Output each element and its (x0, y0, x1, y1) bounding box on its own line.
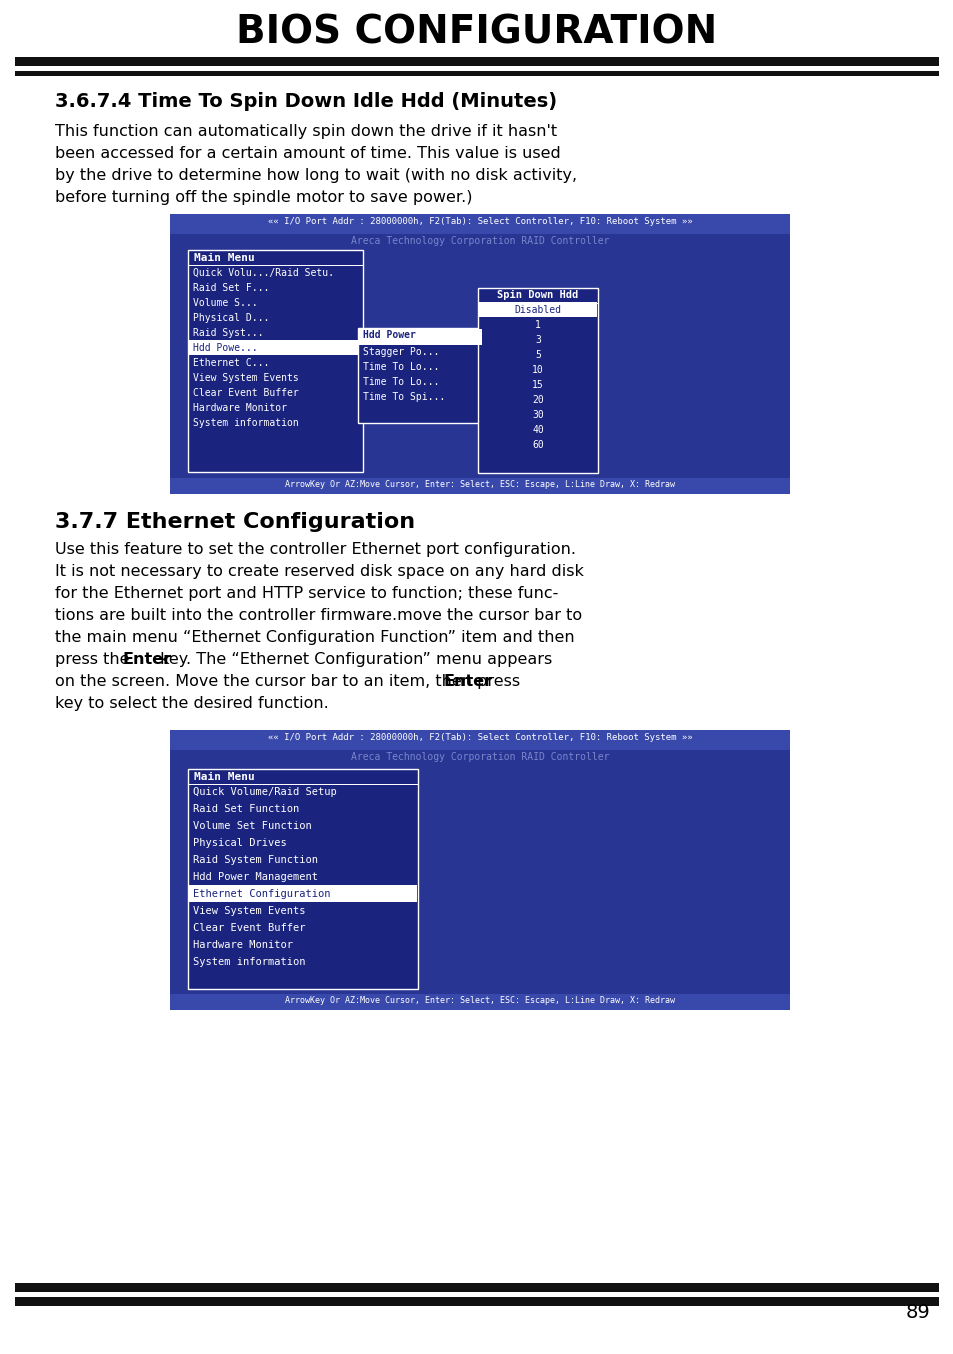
Text: Quick Volu.../Raid Setu.: Quick Volu.../Raid Setu. (193, 268, 334, 278)
Bar (170, 994, 789, 1010)
Text: tions are built into the controller firmware.move the cursor bar to: tions are built into the controller firm… (55, 608, 581, 623)
Text: 3: 3 (535, 334, 540, 345)
Text: Hdd Power: Hdd Power (363, 330, 416, 340)
Text: Time To Lo...: Time To Lo... (363, 376, 439, 387)
Text: Disabled: Disabled (514, 305, 561, 315)
Text: Volume Set Function: Volume Set Function (193, 821, 312, 831)
Bar (358, 329, 481, 345)
Text: 3.7.7 Ethernet Configuration: 3.7.7 Ethernet Configuration (55, 512, 415, 532)
Text: Volume S...: Volume S... (193, 298, 257, 307)
Text: Time To Spi...: Time To Spi... (363, 393, 445, 402)
Text: 5: 5 (535, 349, 540, 360)
Text: Enter: Enter (443, 674, 492, 689)
Text: «« I/O Port Addr : 28000000h, F2(Tab): Select Controller, F10: Reboot System »»: «« I/O Port Addr : 28000000h, F2(Tab): S… (268, 733, 692, 742)
Bar (170, 730, 789, 1010)
Bar (478, 302, 597, 317)
Text: 89: 89 (904, 1303, 929, 1322)
Text: Spin Down Hdd: Spin Down Hdd (497, 290, 578, 301)
Bar (188, 769, 417, 988)
Text: Raid Set Function: Raid Set Function (193, 804, 299, 814)
Bar (170, 478, 789, 494)
Text: Raid System Function: Raid System Function (193, 854, 317, 865)
Text: 60: 60 (532, 440, 543, 450)
Bar (189, 886, 416, 902)
Text: 3.6.7.4 Time To Spin Down Idle Hdd (Minutes): 3.6.7.4 Time To Spin Down Idle Hdd (Minu… (55, 92, 557, 111)
Text: the main menu “Ethernet Configuration Function” item and then: the main menu “Ethernet Configuration Fu… (55, 630, 574, 645)
Text: 1: 1 (535, 320, 540, 330)
Text: Raid Syst...: Raid Syst... (193, 328, 263, 338)
Text: 10: 10 (532, 366, 543, 375)
Text: key to select the desired function.: key to select the desired function. (55, 696, 329, 711)
Text: Ethernet C...: Ethernet C... (193, 357, 269, 368)
Text: Raid Set F...: Raid Set F... (193, 283, 269, 292)
Text: View System Events: View System Events (193, 372, 298, 383)
Text: before turning off the spindle motor to save power.): before turning off the spindle motor to … (55, 190, 472, 204)
Text: System information: System information (193, 957, 305, 967)
Text: for the Ethernet port and HTTP service to function; these func-: for the Ethernet port and HTTP service t… (55, 586, 558, 601)
Text: Physical Drives: Physical Drives (193, 838, 287, 848)
Text: 15: 15 (532, 380, 543, 390)
Text: been accessed for a certain amount of time. This value is used: been accessed for a certain amount of ti… (55, 146, 560, 161)
Text: Hdd Powe...: Hdd Powe... (193, 343, 257, 353)
Text: 20: 20 (532, 395, 543, 405)
Text: Hdd Power Management: Hdd Power Management (193, 872, 317, 881)
Text: Stagger Po...: Stagger Po... (363, 347, 439, 357)
Text: System information: System information (193, 418, 298, 428)
Text: Main Menu: Main Menu (193, 772, 254, 783)
Bar (188, 250, 363, 473)
Bar (189, 340, 361, 355)
Text: 30: 30 (532, 410, 543, 420)
Bar (170, 214, 789, 494)
Text: ArrowKey Or AZ:Move Cursor, Enter: Select, ESC: Escape, L:Line Draw, X: Redraw: ArrowKey Or AZ:Move Cursor, Enter: Selec… (285, 997, 675, 1005)
Text: Enter: Enter (122, 653, 171, 668)
Text: BIOS CONFIGURATION: BIOS CONFIGURATION (236, 14, 717, 51)
Bar (15, 1297, 938, 1307)
Text: Main Menu: Main Menu (193, 253, 254, 263)
Text: It is not necessary to create reserved disk space on any hard disk: It is not necessary to create reserved d… (55, 565, 583, 580)
Text: by the drive to determine how long to wait (with no disk activity,: by the drive to determine how long to wa… (55, 168, 577, 183)
Text: Ethernet Configuration: Ethernet Configuration (193, 890, 330, 899)
Text: This function can automatically spin down the drive if it hasn't: This function can automatically spin dow… (55, 125, 557, 139)
Text: Areca Technology Corporation RAID Controller: Areca Technology Corporation RAID Contro… (351, 751, 609, 762)
Text: Clear Event Buffer: Clear Event Buffer (193, 923, 305, 933)
Text: Physical D...: Physical D... (193, 313, 269, 324)
Text: ArrowKey Or AZ:Move Cursor, Enter: Select, ESC: Escape, L:Line Draw, X: Redraw: ArrowKey Or AZ:Move Cursor, Enter: Selec… (285, 481, 675, 489)
Bar (357, 328, 482, 422)
Text: Areca Technology Corporation RAID Controller: Areca Technology Corporation RAID Contro… (351, 236, 609, 246)
Text: Quick Volume/Raid Setup: Quick Volume/Raid Setup (193, 787, 336, 798)
Bar (15, 1284, 938, 1292)
Text: press the: press the (55, 653, 134, 668)
Text: Hardware Monitor: Hardware Monitor (193, 940, 293, 951)
Text: Hardware Monitor: Hardware Monitor (193, 403, 287, 413)
Bar (15, 57, 938, 66)
Text: Clear Event Buffer: Clear Event Buffer (193, 389, 298, 398)
Bar (170, 730, 789, 750)
Text: «« I/O Port Addr : 28000000h, F2(Tab): Select Controller, F10: Reboot System »»: «« I/O Port Addr : 28000000h, F2(Tab): S… (268, 217, 692, 226)
Text: on the screen. Move the cursor bar to an item, then press: on the screen. Move the cursor bar to an… (55, 674, 525, 689)
Bar (15, 70, 938, 76)
Text: 40: 40 (532, 425, 543, 435)
Text: Time To Lo...: Time To Lo... (363, 362, 439, 372)
Bar (170, 214, 789, 234)
Text: key. The “Ethernet Configuration” menu appears: key. The “Ethernet Configuration” menu a… (155, 653, 552, 668)
Text: Use this feature to set the controller Ethernet port configuration.: Use this feature to set the controller E… (55, 542, 576, 556)
Text: View System Events: View System Events (193, 906, 305, 917)
Bar (477, 288, 598, 473)
